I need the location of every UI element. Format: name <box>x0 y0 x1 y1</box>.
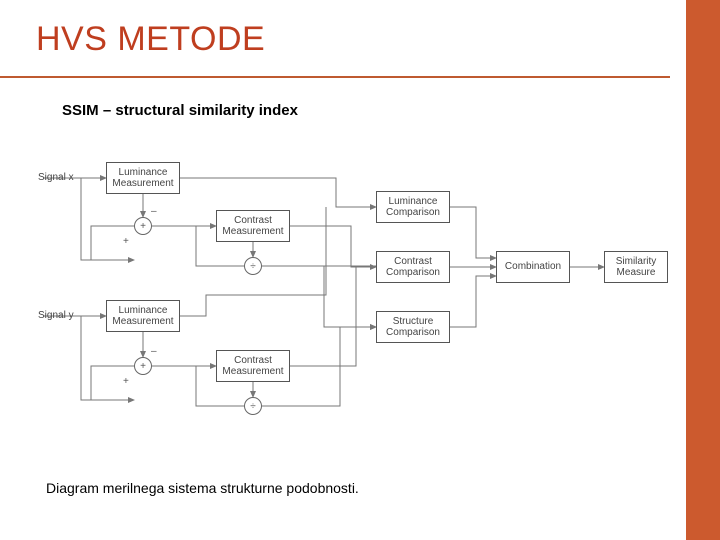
sign-minus_x: – <box>151 206 157 217</box>
op-sub_x: + <box>134 217 152 235</box>
caption: Diagram merilnega sistema strukturne pod… <box>46 480 359 496</box>
box-str_cmp: StructureComparison <box>376 311 450 343</box>
sign-plus_x: + <box>123 236 129 247</box>
accent-bar <box>686 0 720 540</box>
box-con_cmp: ContrastComparison <box>376 251 450 283</box>
box-simm: SimilarityMeasure <box>604 251 668 283</box>
ssim-diagram: Signal x Signal y LuminanceMeasurement Lu… <box>36 150 676 450</box>
label-signal-y: Signal y <box>38 310 74 321</box>
box-lum_cmp: LuminanceComparison <box>376 191 450 223</box>
box-combo: Combination <box>496 251 570 283</box>
label-signal-x: Signal x <box>38 172 74 183</box>
slide: HVS METODE SSIM – structural similarity … <box>0 0 720 540</box>
sign-minus_y: – <box>151 346 157 357</box>
sign-plus_y: + <box>123 376 129 387</box>
op-div_y: ÷ <box>244 397 262 415</box>
page-title: HVS METODE <box>36 20 265 59</box>
box-con_x: ContrastMeasurement <box>216 210 290 242</box>
title-rule <box>0 76 670 78</box>
op-div_x: ÷ <box>244 257 262 275</box>
box-lum_y: LuminanceMeasurement <box>106 300 180 332</box>
box-con_y: ContrastMeasurement <box>216 350 290 382</box>
subtitle: SSIM – structural similarity index <box>62 102 298 119</box>
box-lum_x: LuminanceMeasurement <box>106 162 180 194</box>
op-sub_y: + <box>134 357 152 375</box>
